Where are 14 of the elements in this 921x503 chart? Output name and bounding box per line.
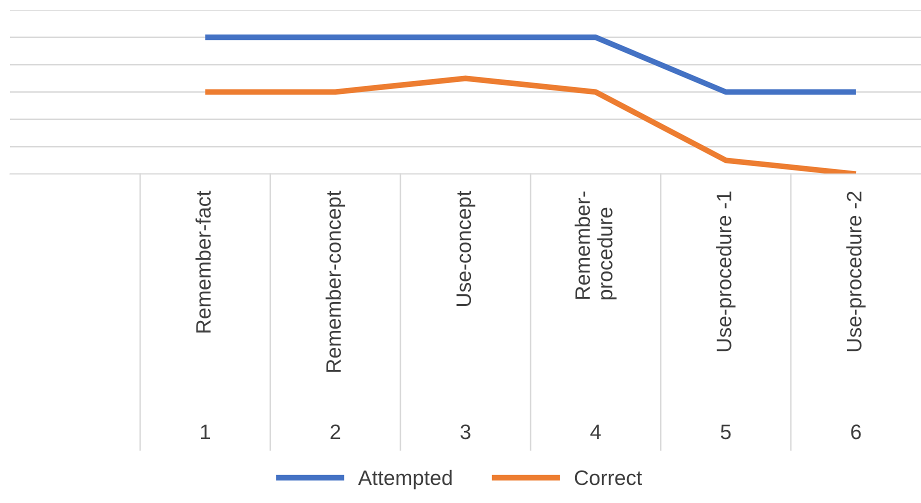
x-tick-label: Use-procedure -2 [846,192,866,352]
x-tick-label: Use-procedure -1 [716,192,736,352]
text: 5 [720,424,731,440]
text: 1 [201,424,210,440]
legend-label: Correct [574,470,642,486]
text: 6 [851,424,861,440]
x-tick-label: Remember-fact [196,190,211,333]
text: 2 [330,424,340,440]
text: 3 [460,424,470,440]
text: 4 [590,424,601,440]
x-tick-label: Use-concept [456,190,476,306]
x-tick-label: Remember-procedure [574,192,617,300]
x-tick-label: Remember-concept [326,190,346,372]
legend-label: Attempted [358,470,452,490]
